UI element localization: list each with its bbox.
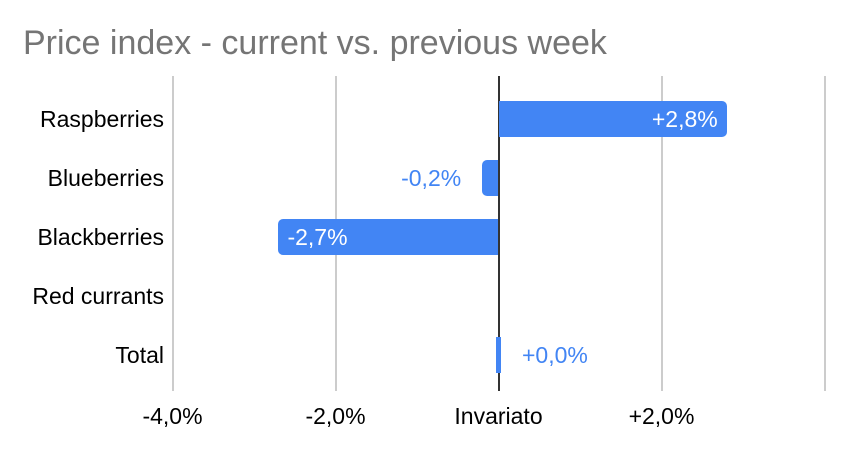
bar-blueberries: [482, 160, 499, 196]
x-tick-label--2-0-: +2,0%: [628, 403, 695, 429]
gridline: [171, 76, 174, 391]
category-label-blackberries: Blackberries: [37, 224, 164, 250]
category-label-blueberries: Blueberries: [47, 165, 164, 191]
bar-blackberries: [278, 219, 499, 255]
x-tick-label-invariato: Invariato: [454, 403, 543, 429]
category-label-red-currants: Red currants: [32, 283, 164, 309]
bar-total: [496, 337, 501, 373]
category-label-total: Total: [115, 342, 164, 368]
bar-value-label-blackberries: -2,7%: [287, 224, 348, 250]
bar-value-label-blueberries: -0,2%: [401, 165, 462, 191]
gridline: [823, 76, 826, 391]
bar-raspberries: [498, 101, 727, 137]
x-tick-label--2-0-: -2,0%: [305, 403, 366, 429]
chart-title: Price index - current vs. previous week: [23, 24, 607, 62]
zero-axis-line: [497, 76, 500, 391]
gridline: [660, 76, 663, 391]
category-label-raspberries: Raspberries: [40, 106, 164, 132]
bar-value-label-raspberries: +2,8%: [651, 106, 718, 132]
x-tick-label--4-0-: -4,0%: [142, 403, 203, 429]
bar-value-label-total: +0,0%: [522, 342, 588, 368]
